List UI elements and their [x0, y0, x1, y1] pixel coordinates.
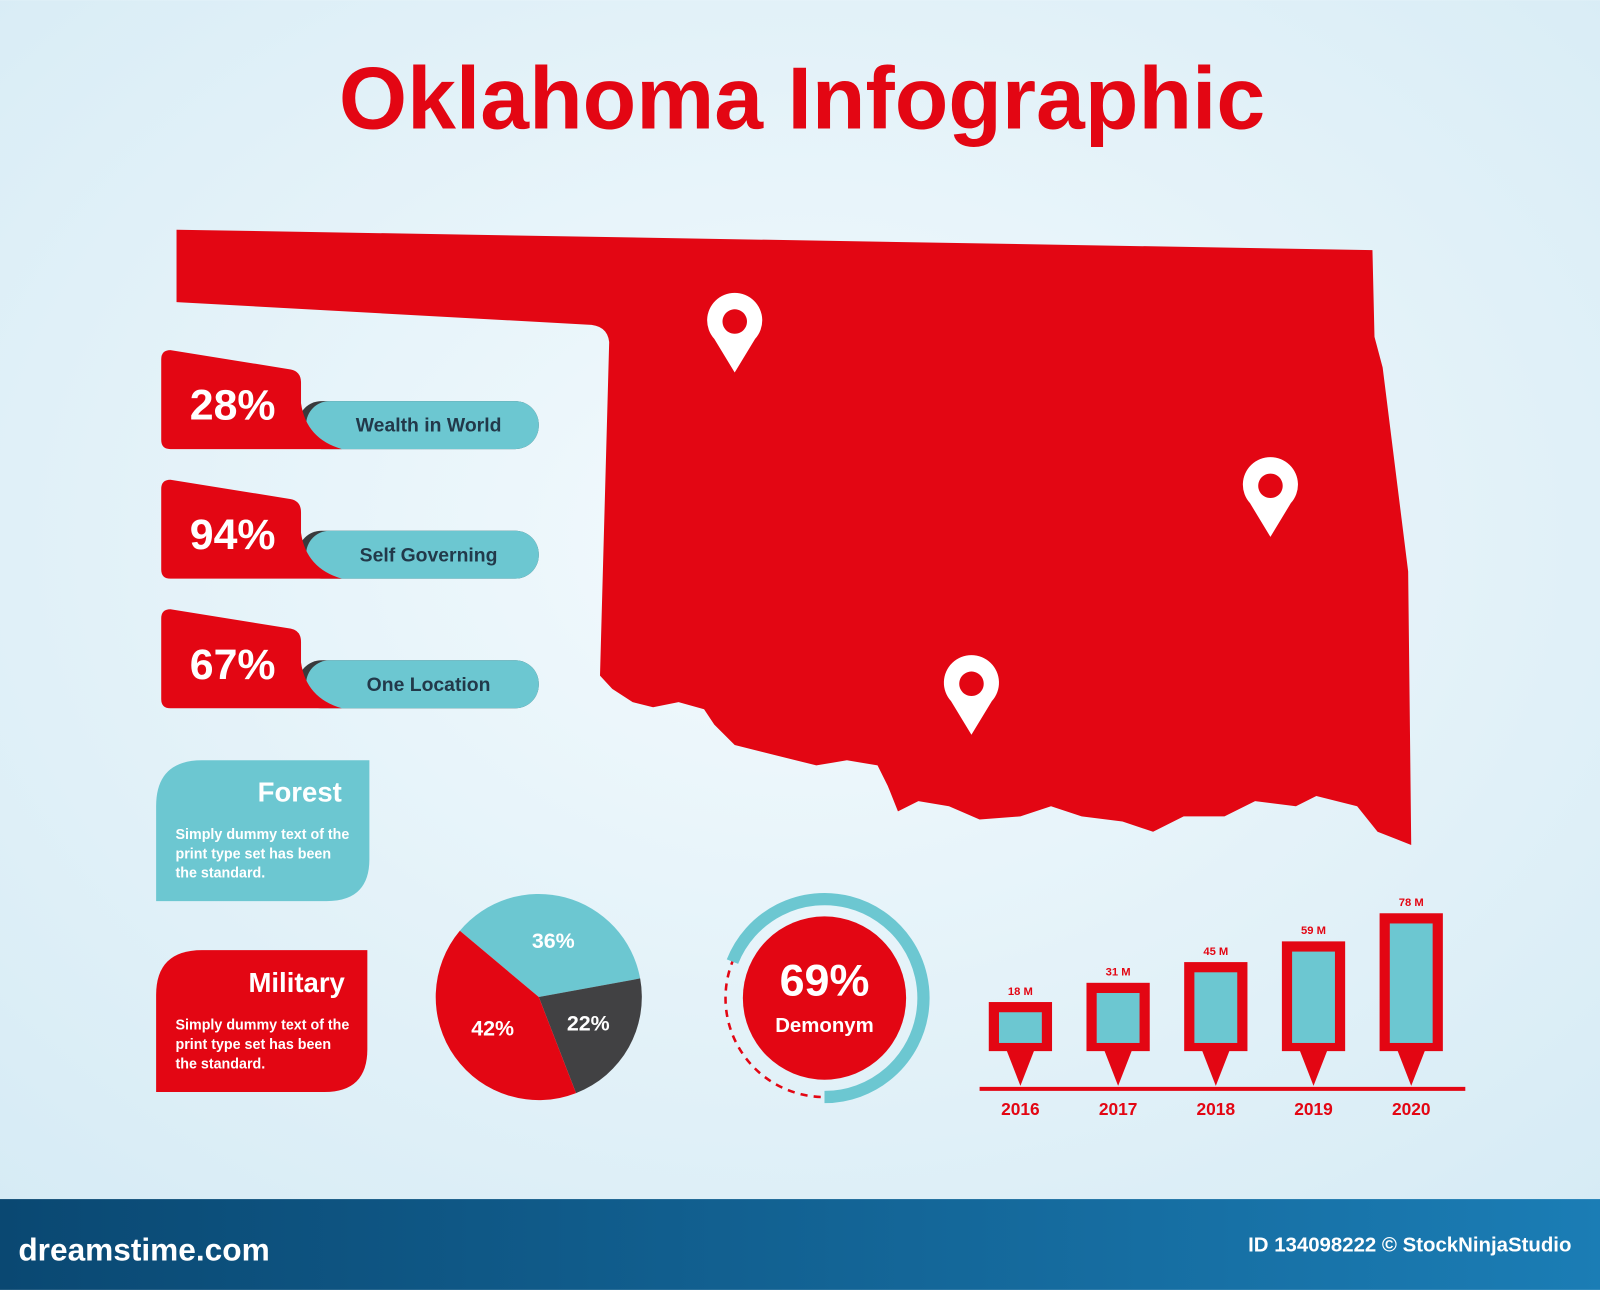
bar-pin	[1006, 1049, 1035, 1086]
card-body: Simply dummy text of the print type set …	[175, 1016, 350, 1072]
military-card	[156, 950, 368, 1092]
bar-value-label: 18 M	[1008, 986, 1033, 998]
bar-pin	[1103, 1049, 1133, 1086]
stat-list: 28% Wealth in World 94% Self Governing 67% On…	[161, 350, 539, 709]
bar-pin	[1396, 1049, 1426, 1086]
bar-value-label: 59 M	[1301, 925, 1326, 937]
stat-row: 28% Wealth in World	[161, 350, 539, 450]
stat-row: 94% Self Governing	[161, 479, 539, 579]
bar-category: 2018	[1197, 1099, 1236, 1119]
stat-tab	[161, 350, 342, 450]
stat-label: Self Governing	[360, 544, 498, 566]
stat-label: One Location	[367, 674, 491, 696]
stat-value: 28%	[190, 382, 276, 430]
stat-value: 94%	[190, 511, 276, 559]
pie-label: 22%	[567, 1011, 610, 1035]
card-title: Forest	[258, 776, 342, 807]
map-pin	[1242, 457, 1298, 537]
bar-category: 2020	[1392, 1099, 1431, 1119]
state-map	[176, 229, 1412, 846]
stat-value: 67%	[190, 641, 276, 689]
pie-slice	[459, 893, 641, 998]
stat-pill	[306, 660, 539, 709]
card-body: Simply dummy text of the print type set …	[175, 825, 350, 881]
bar-value-label: 45 M	[1203, 946, 1228, 958]
card-title: Military	[248, 967, 345, 998]
title: Oklahoma Infographic	[339, 49, 1265, 147]
card-text: Simply dummy text of the print type set …	[175, 825, 350, 881]
donut-value: 69%	[780, 955, 870, 1006]
donut-name: Demonym	[775, 1015, 874, 1037]
map-pin	[943, 655, 999, 735]
card-text: Simply dummy text of the print type set …	[175, 1016, 350, 1072]
footer-site: dreamstime.com	[18, 1232, 269, 1268]
stat-pill	[306, 530, 539, 579]
pie-label: 36%	[532, 929, 575, 953]
bar-inner	[1194, 972, 1238, 1043]
pie-slice	[538, 978, 642, 1094]
charts: 36% 22% 42% 69% Demonym 18 M 2016 31 M 2017 45 M 2…	[435, 892, 1466, 1119]
bar-category: 2019	[1294, 1099, 1333, 1119]
donut-center	[742, 916, 907, 1080]
pie-label: 42%	[471, 1017, 514, 1041]
map-pin	[707, 292, 763, 373]
bar-pin	[1299, 1049, 1328, 1086]
bar-category: 2016	[1001, 1099, 1040, 1119]
stat-row: 67% One Location	[161, 609, 539, 709]
bar-inner	[1292, 951, 1335, 1043]
stat-tab	[161, 479, 342, 579]
stat-tab	[161, 609, 342, 709]
stat-pill	[306, 401, 539, 450]
bar-inner	[1389, 923, 1433, 1043]
forest-card	[156, 760, 370, 902]
pie-slice	[435, 930, 577, 1101]
donut-arc	[726, 892, 930, 1104]
footer	[0, 1199, 1600, 1290]
bar-value-label: 78 M	[1399, 897, 1424, 909]
footer-credit: ID 134098222 © StockNinjaStudio	[1248, 1234, 1571, 1256]
bar-inner	[1096, 993, 1140, 1043]
bar-pin	[1201, 1049, 1231, 1086]
map-pins	[707, 292, 1298, 735]
bar-inner	[998, 1012, 1042, 1043]
bar-value-label: 31 M	[1106, 967, 1131, 979]
bar-category: 2017	[1099, 1099, 1138, 1119]
stat-label: Wealth in World	[356, 415, 502, 437]
